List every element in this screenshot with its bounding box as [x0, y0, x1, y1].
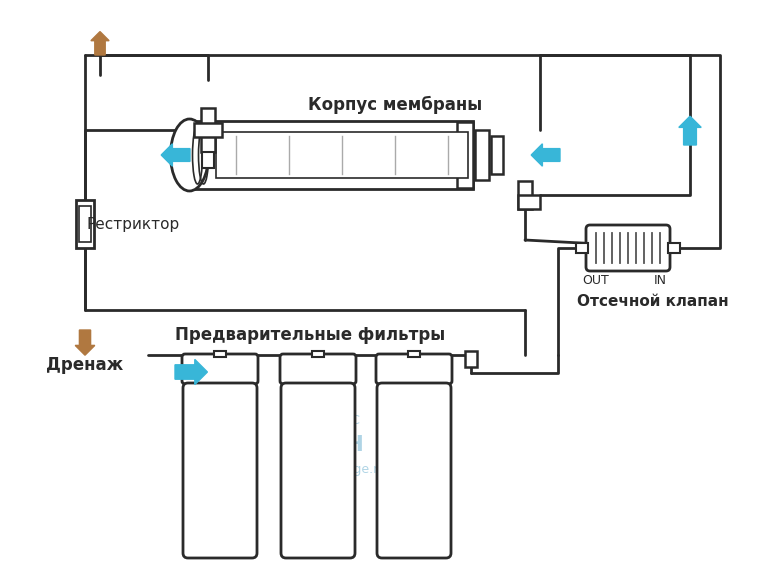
- Text: Предварительные фильтры: Предварительные фильтры: [174, 326, 445, 344]
- FancyBboxPatch shape: [280, 354, 356, 384]
- FancyBboxPatch shape: [281, 383, 355, 558]
- Bar: [518, 195, 540, 209]
- Text: Дренаж: Дренаж: [46, 356, 123, 374]
- Bar: [76, 200, 94, 248]
- FancyBboxPatch shape: [586, 225, 670, 271]
- Bar: [201, 108, 215, 152]
- Text: МЭН: МЭН: [306, 435, 363, 455]
- Text: Корпус мембраны: Корпус мембраны: [308, 96, 482, 114]
- Bar: [187, 121, 472, 189]
- Bar: [456, 122, 472, 188]
- Text: Рестриктор: Рестриктор: [86, 217, 180, 231]
- Bar: [194, 123, 222, 137]
- Bar: [518, 181, 532, 209]
- Text: Отсечной клапан: Отсечной клапан: [577, 294, 728, 309]
- Text: OUT: OUT: [583, 275, 610, 288]
- Bar: [465, 351, 477, 367]
- Bar: [408, 351, 420, 357]
- Bar: [216, 132, 468, 178]
- Bar: [491, 136, 502, 174]
- Polygon shape: [175, 359, 207, 384]
- Text: СЕРВИС: СЕРВИС: [309, 413, 360, 427]
- Bar: [79, 206, 91, 242]
- FancyBboxPatch shape: [376, 354, 452, 384]
- Bar: [475, 130, 488, 180]
- Bar: [576, 243, 588, 253]
- Text: IN: IN: [654, 275, 667, 288]
- Text: filtercartridge.ru: filtercartridge.ru: [283, 464, 386, 477]
- Polygon shape: [679, 116, 701, 145]
- Bar: [312, 351, 324, 357]
- FancyBboxPatch shape: [377, 383, 451, 558]
- Ellipse shape: [171, 119, 209, 191]
- Polygon shape: [75, 330, 94, 355]
- FancyBboxPatch shape: [183, 383, 257, 558]
- Polygon shape: [91, 32, 109, 55]
- Bar: [214, 351, 226, 357]
- Polygon shape: [531, 144, 560, 166]
- Bar: [202, 152, 214, 168]
- Polygon shape: [162, 144, 190, 166]
- FancyBboxPatch shape: [182, 354, 258, 384]
- Bar: [668, 243, 680, 253]
